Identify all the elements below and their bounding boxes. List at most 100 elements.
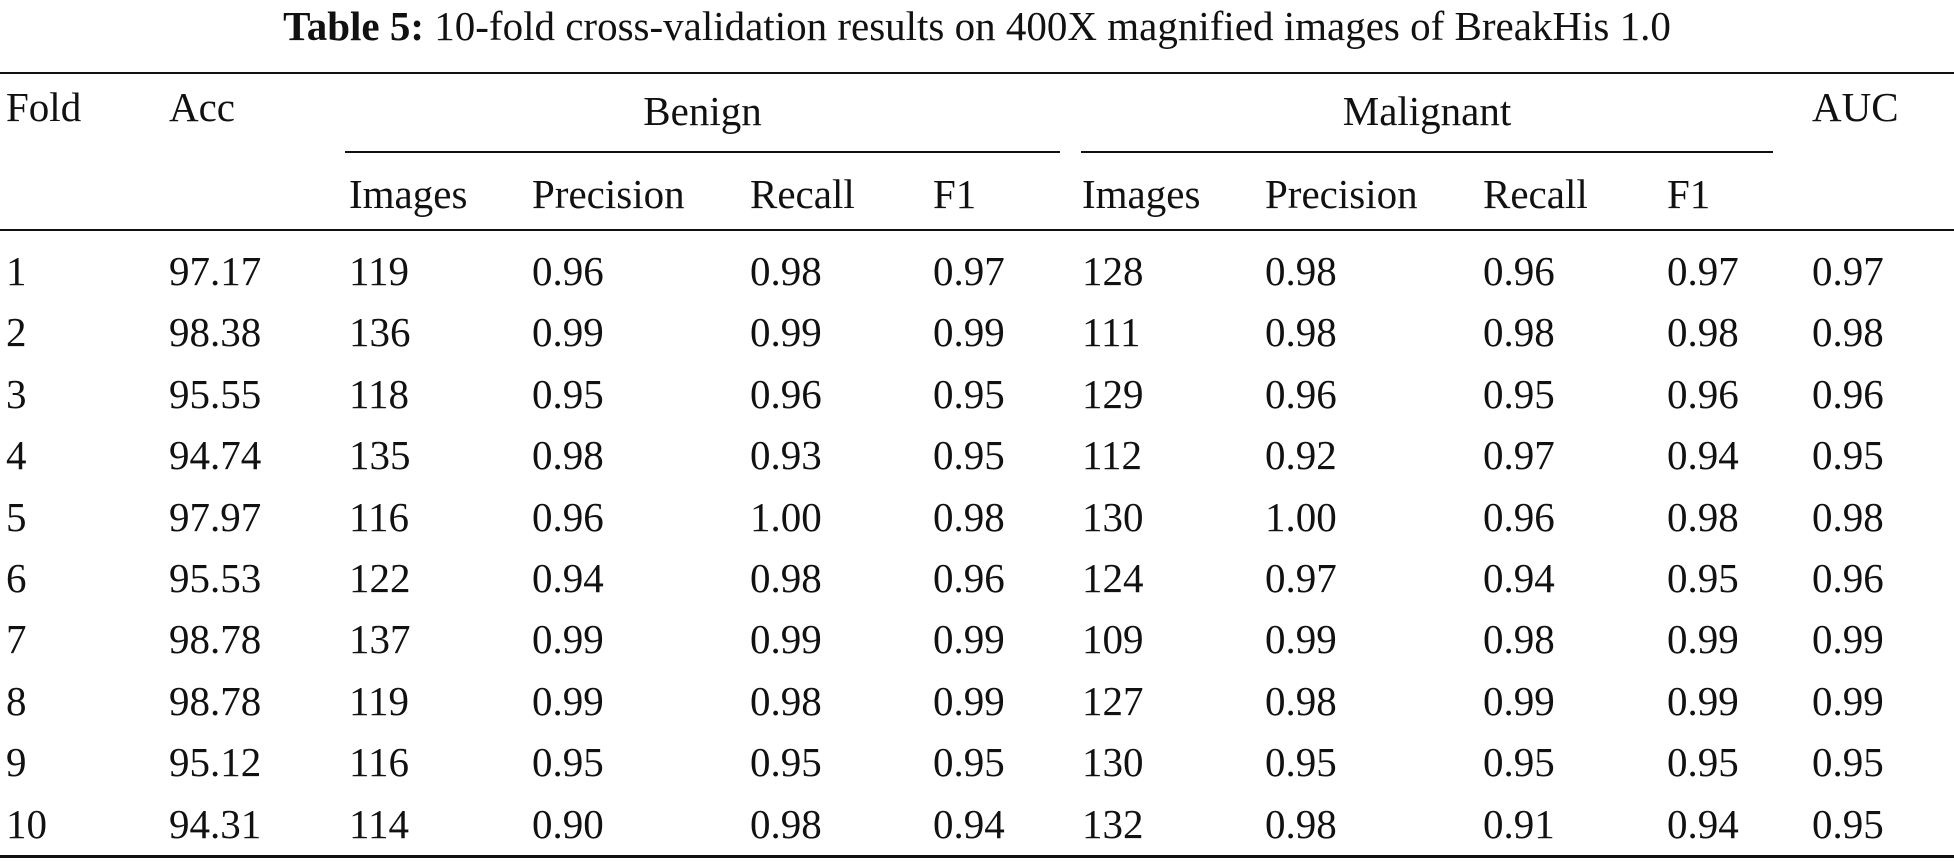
cell-malignant-recall: 0.94 xyxy=(1483,555,1555,601)
cell-malignant-recall: 0.96 xyxy=(1483,494,1555,540)
cell-malignant-precision: 0.98 xyxy=(1265,248,1337,294)
cell-benign-precision: 0.96 xyxy=(532,248,604,294)
header-auc: AUC xyxy=(1812,84,1899,130)
header-benign-precision: Precision xyxy=(532,171,685,217)
header-benign-recall: Recall xyxy=(750,171,855,217)
cell-malignant-precision: 0.98 xyxy=(1265,678,1337,724)
header-malignant-images: Images xyxy=(1082,171,1201,217)
cell-benign-f1: 0.99 xyxy=(933,309,1005,355)
table-header-rule xyxy=(0,229,1954,231)
header-malignant: Malignant xyxy=(1342,88,1512,134)
cell-benign-recall: 1.00 xyxy=(750,494,822,540)
cell-benign-recall: 0.98 xyxy=(750,248,822,294)
cell-benign-precision: 0.90 xyxy=(532,801,604,847)
cell-malignant-images: 127 xyxy=(1082,678,1144,724)
cell-auc: 0.97 xyxy=(1812,248,1884,294)
cell-acc: 97.17 xyxy=(169,248,262,294)
table-caption-text: 10-fold cross-validation results on 400X… xyxy=(434,3,1671,49)
cell-malignant-images: 109 xyxy=(1082,616,1144,662)
cell-malignant-f1: 0.97 xyxy=(1667,248,1739,294)
cell-malignant-recall: 0.98 xyxy=(1483,309,1555,355)
cell-fold: 10 xyxy=(6,801,47,847)
cell-auc: 0.96 xyxy=(1812,371,1884,417)
cell-malignant-images: 129 xyxy=(1082,371,1144,417)
cell-malignant-f1: 0.96 xyxy=(1667,371,1739,417)
cell-auc: 0.98 xyxy=(1812,494,1884,540)
malignant-group-rule xyxy=(1081,151,1773,153)
cell-acc: 98.78 xyxy=(169,678,262,724)
cell-malignant-f1: 0.94 xyxy=(1667,801,1739,847)
cell-malignant-images: 132 xyxy=(1082,801,1144,847)
cell-malignant-precision: 0.92 xyxy=(1265,432,1337,478)
cell-malignant-f1: 0.99 xyxy=(1667,678,1739,724)
cell-malignant-recall: 0.96 xyxy=(1483,248,1555,294)
cell-benign-images: 116 xyxy=(349,739,409,785)
cell-fold: 4 xyxy=(6,432,27,478)
cell-benign-precision: 0.99 xyxy=(532,678,604,724)
cell-benign-images: 136 xyxy=(349,309,411,355)
cell-auc: 0.98 xyxy=(1812,309,1884,355)
cell-benign-images: 135 xyxy=(349,432,411,478)
cell-auc: 0.95 xyxy=(1812,739,1884,785)
cell-malignant-recall: 0.98 xyxy=(1483,616,1555,662)
cell-fold: 9 xyxy=(6,739,27,785)
cell-benign-recall: 0.99 xyxy=(750,616,822,662)
cell-malignant-f1: 0.98 xyxy=(1667,309,1739,355)
cell-malignant-precision: 0.95 xyxy=(1265,739,1337,785)
cell-benign-images: 119 xyxy=(349,248,409,294)
cell-malignant-images: 112 xyxy=(1082,432,1142,478)
table-top-rule xyxy=(0,72,1954,74)
cell-malignant-f1: 0.95 xyxy=(1667,555,1739,601)
cell-fold: 5 xyxy=(6,494,27,540)
cell-malignant-images: 130 xyxy=(1082,494,1144,540)
cell-benign-f1: 0.95 xyxy=(933,371,1005,417)
cell-malignant-precision: 0.99 xyxy=(1265,616,1337,662)
cell-malignant-recall: 0.97 xyxy=(1483,432,1555,478)
cell-benign-f1: 0.99 xyxy=(933,678,1005,724)
cell-malignant-images: 111 xyxy=(1082,309,1141,355)
cell-malignant-precision: 0.97 xyxy=(1265,555,1337,601)
cell-auc: 0.99 xyxy=(1812,616,1884,662)
table-bottom-rule xyxy=(0,855,1954,858)
cell-benign-f1: 0.98 xyxy=(933,494,1005,540)
cell-benign-precision: 0.96 xyxy=(532,494,604,540)
header-benign-f1: F1 xyxy=(933,171,977,217)
cell-benign-images: 118 xyxy=(349,371,409,417)
cell-benign-f1: 0.95 xyxy=(933,432,1005,478)
cell-acc: 98.78 xyxy=(169,616,262,662)
cell-benign-images: 137 xyxy=(349,616,411,662)
cell-malignant-recall: 0.91 xyxy=(1483,801,1555,847)
header-fold: Fold xyxy=(6,84,82,130)
cell-fold: 8 xyxy=(6,678,27,724)
cell-benign-recall: 0.98 xyxy=(750,678,822,724)
cell-auc: 0.95 xyxy=(1812,801,1884,847)
header-malignant-f1: F1 xyxy=(1667,171,1711,217)
cell-acc: 98.38 xyxy=(169,309,262,355)
header-malignant-recall: Recall xyxy=(1483,171,1588,217)
header-benign: Benign xyxy=(643,88,762,134)
cell-auc: 0.95 xyxy=(1812,432,1884,478)
cell-malignant-precision: 0.98 xyxy=(1265,309,1337,355)
cell-malignant-images: 130 xyxy=(1082,739,1144,785)
cell-benign-precision: 0.99 xyxy=(532,616,604,662)
cell-benign-f1: 0.99 xyxy=(933,616,1005,662)
table-caption: Table 5: 10-fold cross-validation result… xyxy=(0,2,1954,50)
cell-benign-images: 122 xyxy=(349,555,411,601)
cell-benign-f1: 0.94 xyxy=(933,801,1005,847)
cell-acc: 94.31 xyxy=(169,801,262,847)
cell-malignant-precision: 0.98 xyxy=(1265,801,1337,847)
header-benign-images: Images xyxy=(349,171,468,217)
cell-benign-images: 114 xyxy=(349,801,409,847)
cell-acc: 97.97 xyxy=(169,494,262,540)
header-malignant-precision: Precision xyxy=(1265,171,1418,217)
cell-acc: 95.12 xyxy=(169,739,262,785)
cell-acc: 94.74 xyxy=(169,432,262,478)
cell-benign-f1: 0.96 xyxy=(933,555,1005,601)
header-acc: Acc xyxy=(169,84,236,130)
cell-benign-recall: 0.93 xyxy=(750,432,822,478)
cell-benign-recall: 0.98 xyxy=(750,801,822,847)
cell-fold: 7 xyxy=(6,616,27,662)
cell-malignant-f1: 0.99 xyxy=(1667,616,1739,662)
cell-malignant-recall: 0.95 xyxy=(1483,739,1555,785)
cell-benign-f1: 0.95 xyxy=(933,739,1005,785)
